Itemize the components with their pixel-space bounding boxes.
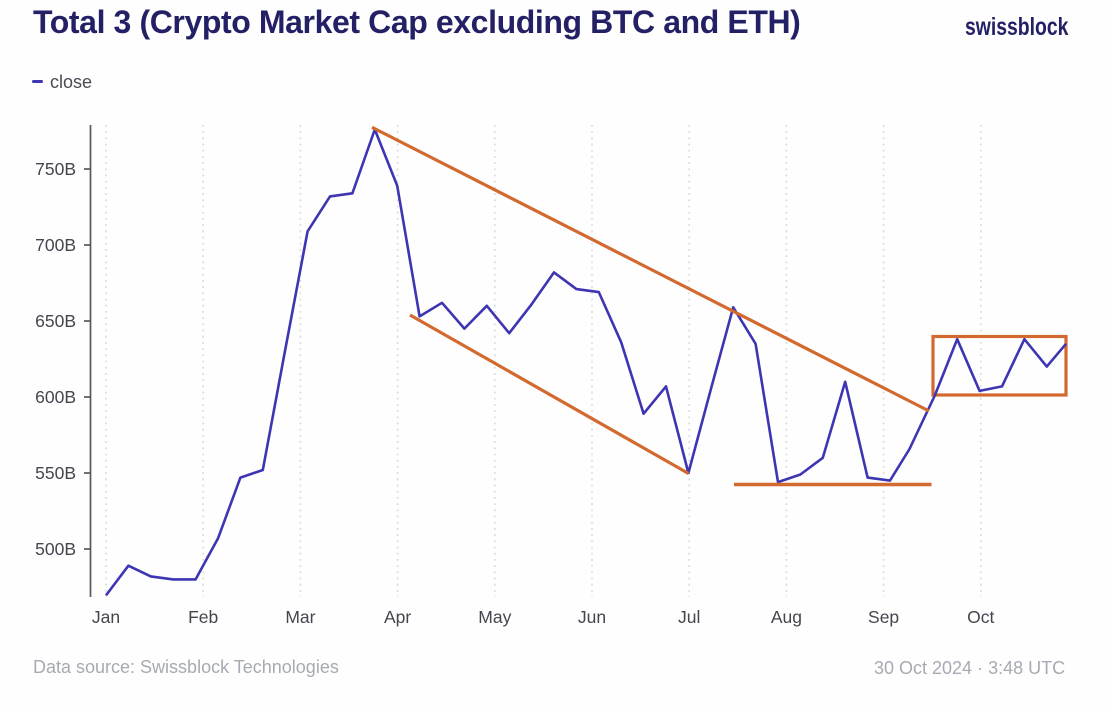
svg-text:Sep: Sep [868,607,899,627]
svg-text:650B: 650B [35,311,76,331]
svg-text:Mar: Mar [285,607,315,627]
svg-text:Apr: Apr [384,607,411,627]
svg-text:Jun: Jun [578,607,606,627]
svg-text:Oct: Oct [967,607,994,627]
svg-text:750B: 750B [35,159,76,179]
svg-text:500B: 500B [35,539,76,559]
svg-text:600B: 600B [35,387,76,407]
svg-text:May: May [478,607,511,627]
svg-text:Jul: Jul [678,607,700,627]
svg-text:Aug: Aug [771,607,802,627]
svg-text:550B: 550B [35,463,76,483]
svg-text:Feb: Feb [188,607,218,627]
svg-text:700B: 700B [35,235,76,255]
svg-text:Jan: Jan [92,607,120,627]
